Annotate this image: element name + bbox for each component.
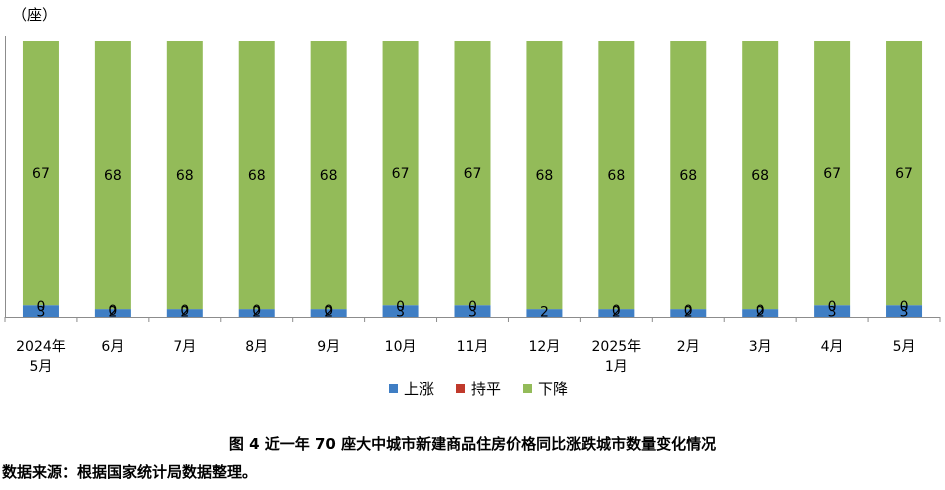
x-tick-label-8-0: 2025年 (592, 339, 642, 355)
data-label-down-10: 68 (751, 168, 769, 184)
bar-down-6 (454, 41, 491, 306)
data-source-note: 数据来源：根据国家统计局数据整理。 (2, 463, 258, 481)
bar-up-4 (310, 309, 347, 317)
data-label-down-5: 67 (392, 166, 410, 182)
bar-up-7 (526, 309, 563, 317)
bar-up-3 (238, 309, 275, 317)
bar-up-11 (814, 305, 851, 317)
bar-up-8 (598, 309, 635, 317)
y-axis-unit-label: （座） (12, 6, 58, 24)
x-tick-label-2: 7月 (173, 339, 196, 355)
data-label-down-1: 68 (104, 168, 122, 184)
legend-swatch-down (523, 384, 533, 393)
x-tick-label-0-0: 2024年 (16, 339, 66, 355)
x-tick-label-11: 4月 (821, 339, 844, 355)
data-label-up-3: 2 (252, 305, 261, 321)
data-label-flat-3: 0 (252, 303, 261, 319)
legend-label-flat: 持平 (471, 380, 502, 398)
legend-item-up: 上涨 (389, 378, 434, 399)
bar-down-8 (598, 41, 635, 310)
bar-down-10 (742, 41, 779, 310)
bar-down-5 (382, 41, 419, 306)
bar-down-1 (94, 41, 131, 310)
data-label-down-6: 67 (464, 166, 482, 182)
legend-swatch-up (389, 384, 398, 393)
data-label-up-7: 2 (540, 305, 549, 321)
data-label-down-11: 67 (823, 166, 841, 182)
bar-up-2 (166, 309, 203, 317)
data-label-up-4: 2 (324, 305, 333, 321)
data-label-down-4: 68 (320, 168, 338, 184)
x-tick-label-3: 8月 (245, 339, 268, 355)
bar-down-4 (310, 41, 347, 310)
chart-legend: 上涨 持平 下降 (389, 378, 590, 399)
x-tick-label-10: 3月 (749, 339, 772, 355)
data-label-down-7: 68 (536, 168, 554, 184)
bar-up-10 (742, 309, 779, 317)
data-label-down-8: 68 (607, 168, 625, 184)
legend-label-down: 下降 (538, 380, 569, 398)
x-tick-label-12: 5月 (893, 339, 916, 355)
data-label-up-0: 3 (37, 305, 46, 321)
data-label-up-12: 3 (900, 305, 909, 321)
data-label-flat-0: 0 (37, 299, 46, 315)
bar-up-0 (22, 305, 59, 317)
bar-down-12 (886, 41, 923, 306)
legend-swatch-flat (456, 384, 466, 393)
data-label-flat-5: 0 (396, 299, 405, 315)
bar-up-9 (670, 309, 707, 317)
bar-up-12 (886, 305, 923, 317)
bar-down-7 (526, 41, 563, 310)
bar-down-9 (670, 41, 707, 310)
bar-down-11 (814, 41, 851, 306)
data-label-up-1: 2 (108, 305, 117, 321)
data-label-up-10: 2 (756, 305, 765, 321)
x-tick-label-1: 6月 (101, 339, 124, 355)
data-label-up-6: 3 (468, 305, 477, 321)
data-label-flat-6: 0 (468, 299, 477, 315)
stacked-bar-chart: 30672024年5月20686月20687月20688月20689月30671… (4, 36, 941, 375)
legend-item-flat: 持平 (456, 378, 501, 399)
x-tick-label-9: 2月 (677, 339, 700, 355)
data-label-down-3: 68 (248, 168, 266, 184)
bar-down-0 (22, 41, 59, 306)
data-label-up-8: 2 (612, 305, 621, 321)
legend-label-up: 上涨 (404, 380, 435, 398)
data-label-flat-9: 0 (684, 303, 693, 319)
data-label-up-9: 2 (684, 305, 693, 321)
data-label-down-2: 68 (176, 168, 194, 184)
x-tick-label-8-1: 1月 (605, 359, 628, 375)
x-tick-label-6: 11月 (457, 339, 489, 355)
legend-item-down: 下降 (523, 378, 568, 399)
bar-down-2 (166, 41, 203, 310)
data-label-up-11: 3 (828, 305, 837, 321)
bar-up-1 (94, 309, 131, 317)
bar-up-6 (454, 305, 491, 317)
bar-up-5 (382, 305, 419, 317)
x-tick-label-5: 10月 (385, 339, 417, 355)
data-label-up-2: 2 (180, 305, 189, 321)
data-label-flat-2: 0 (180, 303, 189, 319)
data-label-flat-12: 0 (900, 299, 909, 315)
data-label-up-5: 3 (396, 305, 405, 321)
data-label-down-0: 67 (32, 166, 50, 182)
data-label-flat-8: 0 (612, 303, 621, 319)
data-label-flat-11: 0 (828, 299, 837, 315)
x-tick-label-7: 12月 (529, 339, 561, 355)
data-label-flat-1: 0 (108, 303, 117, 319)
data-label-flat-4: 0 (324, 303, 333, 319)
x-tick-label-4: 9月 (317, 339, 340, 355)
figure-caption: 图 4 近一年 70 座大中城市新建商品住房价格同比涨跌城市数量变化情况 (228, 435, 717, 453)
bar-down-3 (238, 41, 275, 310)
x-tick-label-0-1: 5月 (30, 359, 53, 375)
data-label-down-9: 68 (679, 168, 697, 184)
data-label-flat-10: 0 (756, 303, 765, 319)
data-label-down-12: 67 (895, 166, 913, 182)
